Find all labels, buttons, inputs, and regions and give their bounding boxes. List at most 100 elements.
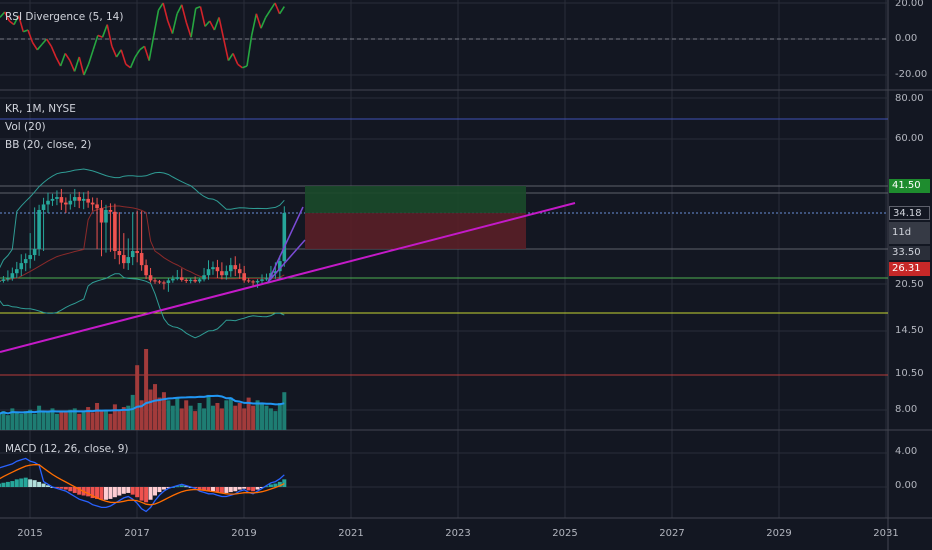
bollinger-upper-band: [0, 168, 285, 269]
candle-body: [122, 255, 126, 264]
rsi-segment: [260, 17, 267, 29]
stop-loss-price-tag[interactable]: 26.31: [889, 262, 930, 276]
symbol-label[interactable]: KR, 1M, NYSE: [5, 103, 76, 115]
volume-bar: [14, 412, 19, 430]
candle-body: [197, 279, 202, 282]
candle-body: [72, 197, 77, 201]
volume-bar: [144, 349, 149, 430]
macd-histogram-bar: [184, 486, 189, 488]
wedge-lower-line: [267, 239, 306, 283]
candle-body: [139, 253, 144, 266]
candle-body: [95, 204, 99, 209]
volume-bar: [175, 397, 180, 430]
candle-body: [41, 204, 46, 210]
macd-histogram-bar: [268, 484, 273, 487]
time-axis-tick-2027: 2027: [659, 528, 685, 539]
volume-bar: [282, 392, 287, 430]
candle-body: [157, 281, 162, 283]
candle-body: [113, 211, 117, 252]
macd-histogram-bar: [126, 487, 131, 493]
macd-line: [0, 457, 285, 513]
rsi-segment: [97, 34, 103, 38]
rsi-segment: [148, 35, 155, 61]
volume-bar: [121, 407, 126, 430]
macd-histogram-bar: [117, 487, 122, 496]
volume-bar: [260, 403, 265, 430]
entry-price-tag[interactable]: 33.50: [889, 246, 930, 260]
rsi-segment: [278, 6, 285, 15]
macd-histogram-bar: [112, 487, 117, 498]
time-axis-tick-2019: 2019: [231, 528, 257, 539]
time-axis-tick-2015: 2015: [17, 528, 43, 539]
macd-histogram-bar: [210, 487, 215, 492]
time-axis-tick-2025: 2025: [552, 528, 578, 539]
rsi-segment: [180, 4, 188, 24]
volume-bar: [81, 411, 86, 430]
volume-bar: [1, 411, 6, 430]
macd-histogram-bar: [166, 487, 171, 488]
macd-histogram-bar: [28, 479, 33, 487]
candle-body: [144, 265, 148, 276]
candle-body: [6, 278, 10, 280]
rsi-segment: [111, 45, 118, 58]
rsi-segment: [176, 4, 183, 15]
macd-indicator-label[interactable]: MACD (12, 26, close, 9): [5, 443, 129, 455]
time-axis-tick-2029: 2029: [766, 528, 792, 539]
rsi-segment: [237, 63, 243, 69]
candle-body: [15, 269, 19, 274]
bollinger-indicator-label[interactable]: BB (20, close, 2): [5, 139, 92, 151]
volume-bar: [86, 407, 91, 430]
macd-histogram-bar: [144, 487, 149, 503]
macd-histogram-bar: [277, 481, 282, 487]
candle-body: [273, 271, 278, 274]
volume-indicator-label[interactable]: Vol (20): [5, 121, 46, 133]
candle-body: [278, 261, 282, 272]
candle-body: [0, 280, 1, 282]
volume-bar: [237, 403, 242, 430]
position-loss-zone: [305, 213, 526, 249]
volume-bar: [63, 412, 68, 430]
rsi-segment: [269, 2, 276, 11]
volume-bar: [233, 405, 238, 430]
volume-bar: [54, 413, 59, 430]
macd-histogram-bar: [233, 487, 238, 492]
price-tick-10-50: 10.50: [895, 368, 924, 379]
rsi-segment: [190, 8, 197, 38]
rsi-segment: [13, 15, 20, 25]
rsi-indicator-label[interactable]: RSI Divergence (5, 14): [5, 11, 124, 23]
last-price-tag[interactable]: 34.18: [889, 206, 930, 220]
candle-body: [37, 209, 41, 249]
volume-bar: [202, 408, 207, 430]
rsi-segment: [218, 17, 225, 40]
wedge-upper-line: [267, 206, 304, 283]
volume-bar: [10, 408, 15, 430]
volume-bar: [219, 408, 224, 430]
candle-body: [242, 273, 246, 281]
target-price-tag[interactable]: 41.50: [889, 179, 930, 193]
volume-bar: [46, 412, 51, 430]
rsi-segment: [101, 24, 108, 38]
candle-body: [50, 198, 55, 201]
macd-histogram-bar: [46, 485, 51, 487]
macd-histogram-bar: [202, 487, 207, 491]
rsi-segment: [69, 60, 76, 72]
candle-body: [64, 202, 68, 205]
macd-histogram-bar: [282, 479, 287, 487]
candle-body: [135, 251, 139, 254]
macd-histogram-bar: [251, 487, 256, 492]
macd-histogram-bar: [10, 481, 15, 487]
macd-histogram-bar: [219, 487, 224, 493]
volume-bar: [126, 405, 131, 430]
macd-histogram-bar: [197, 487, 202, 490]
volume-bar: [72, 408, 77, 430]
macd-histogram-bar: [130, 487, 135, 495]
macd-histogram-bar: [90, 487, 95, 499]
macd-histogram-bar: [1, 482, 6, 487]
volume-bar: [179, 408, 184, 430]
candle-body: [55, 197, 59, 199]
volume-bar: [59, 411, 64, 430]
volume-bar: [277, 403, 282, 430]
candle-body: [23, 259, 28, 264]
macd-histogram-bar: [139, 487, 144, 501]
